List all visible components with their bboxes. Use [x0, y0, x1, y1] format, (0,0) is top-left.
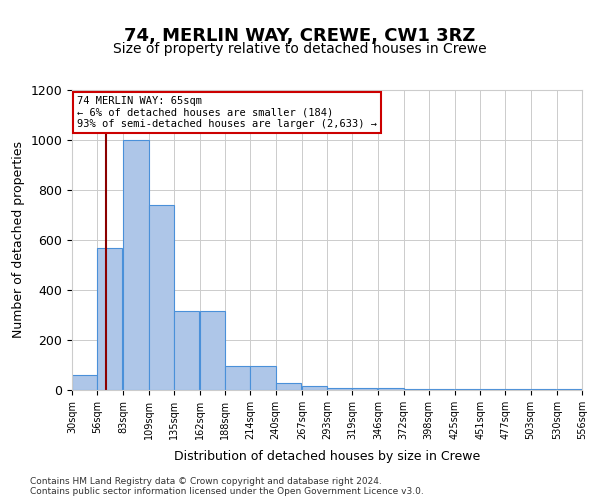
- Bar: [327, 388, 352, 390]
- Bar: [275, 382, 301, 390]
- Text: Contains public sector information licensed under the Open Government Licence v3: Contains public sector information licen…: [30, 488, 424, 496]
- Text: 74 MERLIN WAY: 65sqm
← 6% of detached houses are smaller (184)
93% of semi-detac: 74 MERLIN WAY: 65sqm ← 6% of detached ho…: [77, 96, 377, 129]
- Bar: [404, 389, 429, 390]
- Bar: [72, 375, 97, 390]
- Bar: [97, 248, 122, 390]
- Bar: [480, 389, 505, 390]
- Bar: [124, 140, 149, 390]
- Bar: [174, 311, 199, 390]
- Text: Contains HM Land Registry data © Crown copyright and database right 2024.: Contains HM Land Registry data © Crown c…: [30, 478, 382, 486]
- Bar: [429, 389, 454, 390]
- Bar: [149, 205, 174, 390]
- Bar: [530, 389, 556, 390]
- Bar: [455, 389, 480, 390]
- Bar: [557, 389, 582, 390]
- Bar: [200, 311, 225, 390]
- Text: Size of property relative to detached houses in Crewe: Size of property relative to detached ho…: [113, 42, 487, 56]
- Bar: [505, 389, 530, 390]
- X-axis label: Distribution of detached houses by size in Crewe: Distribution of detached houses by size …: [174, 450, 480, 463]
- Bar: [302, 386, 327, 390]
- Bar: [225, 366, 250, 390]
- Bar: [379, 388, 404, 390]
- Text: 74, MERLIN WAY, CREWE, CW1 3RZ: 74, MERLIN WAY, CREWE, CW1 3RZ: [124, 28, 476, 46]
- Bar: [352, 388, 377, 390]
- Y-axis label: Number of detached properties: Number of detached properties: [12, 142, 25, 338]
- Bar: [250, 366, 275, 390]
